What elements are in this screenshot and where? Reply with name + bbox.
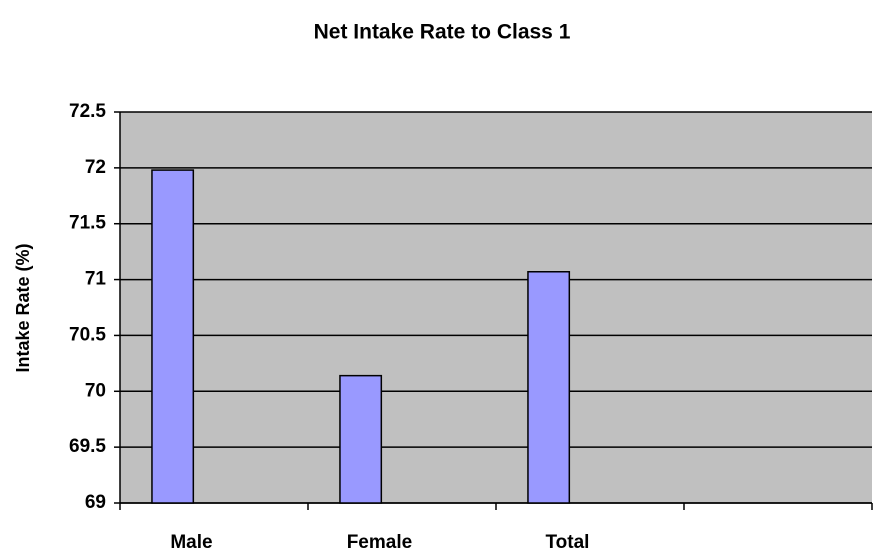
y-tick-label: 72 (85, 157, 106, 178)
bar (527, 271, 571, 504)
y-tick-label: 69.5 (69, 436, 106, 457)
y-tick-label: 71 (85, 269, 107, 290)
x-tick-label: Total (545, 532, 589, 552)
y-axis-label: Intake Rate (%) (13, 243, 33, 372)
y-tick-label: 71.5 (69, 213, 106, 234)
y-tick-label: 70.5 (69, 324, 106, 345)
y-tick-label: 69 (85, 492, 106, 513)
y-tick-label: 70 (85, 380, 106, 401)
bar (151, 169, 195, 504)
bar (339, 374, 383, 504)
x-tick-label: Male (170, 532, 212, 552)
x-tick-label: Female (347, 532, 412, 552)
plot-area (120, 112, 872, 503)
chart-title: Net Intake Rate to Class 1 (314, 21, 571, 44)
y-tick-label: 72.5 (69, 101, 106, 122)
